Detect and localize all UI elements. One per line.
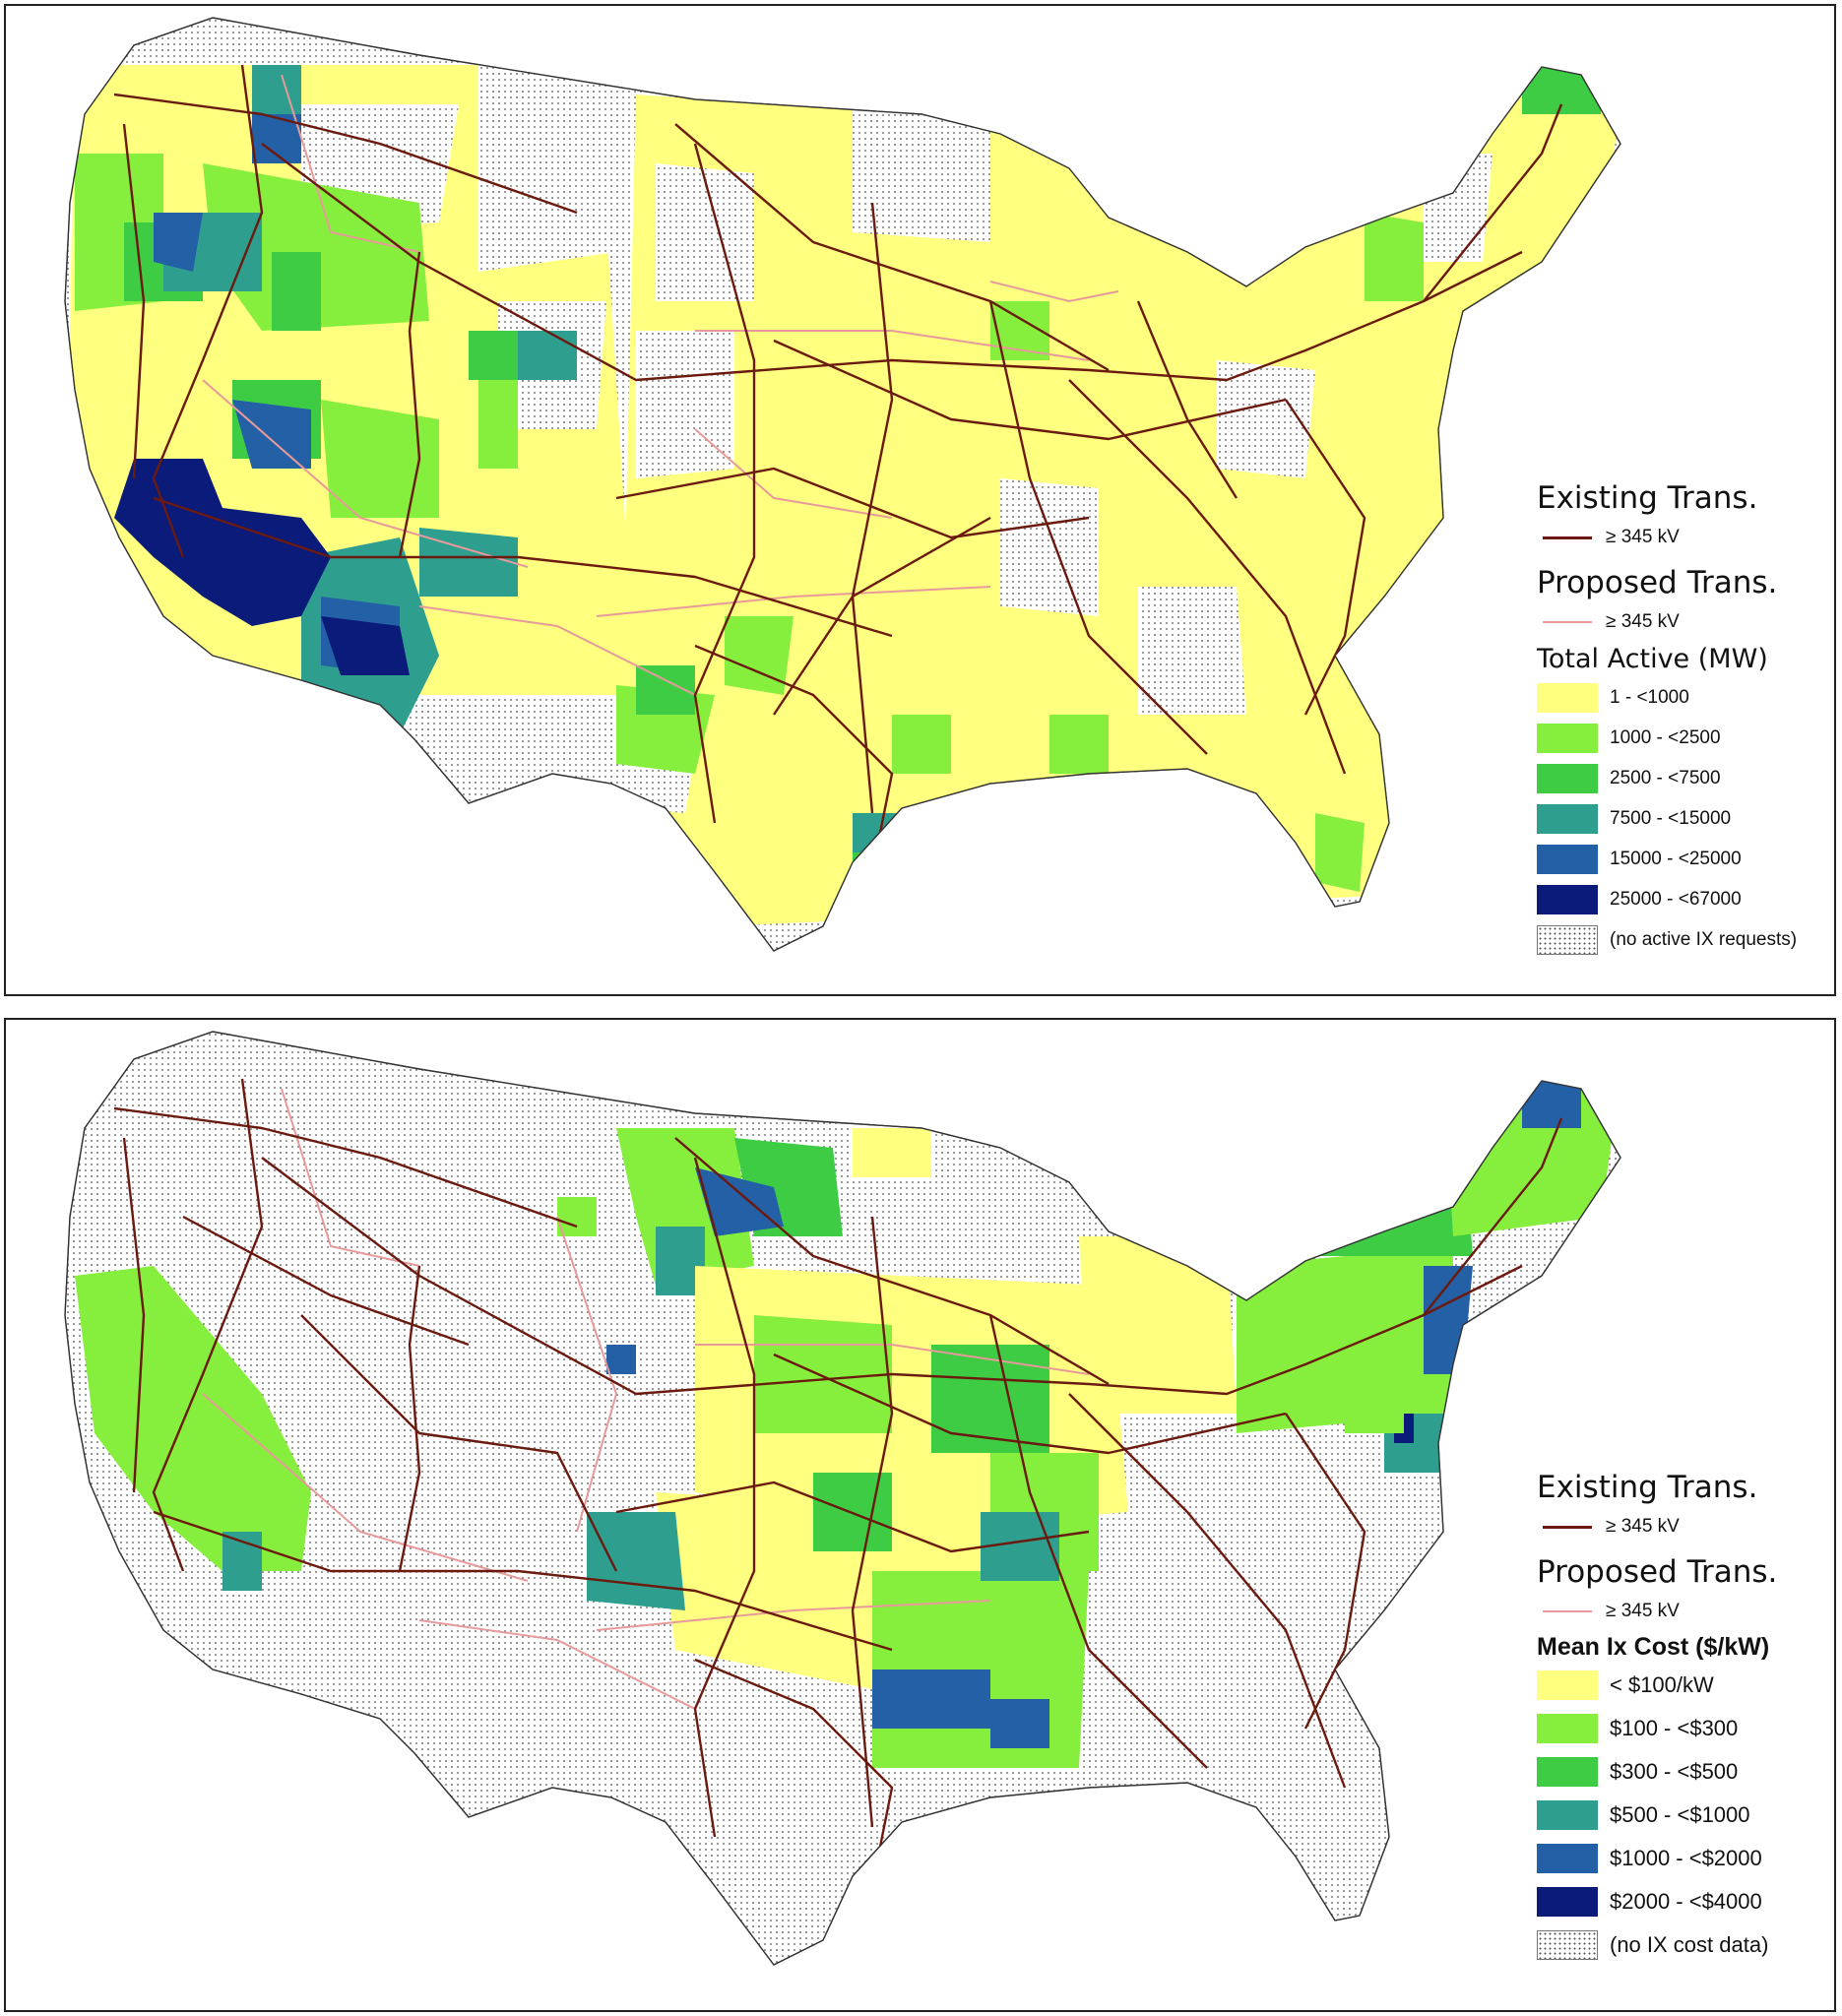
legend-swatch (1537, 1886, 1598, 1917)
proposed-trans-entry: ≥ 345 kV (1537, 1598, 1832, 1625)
existing-trans-label: ≥ 345 kV (1606, 527, 1680, 547)
legend-label: $1000 - <$2000 (1610, 1845, 1762, 1870)
legend-no-data: (no IX cost data) (1537, 1929, 1832, 1960)
legend-label: < $100/kW (1610, 1671, 1714, 1697)
legend-label: 2500 - <7500 (1610, 767, 1721, 788)
legend-swatch-dotted (1537, 1929, 1598, 1960)
legend-class-3: $300 - <$500 (1537, 1756, 1832, 1787)
proposed-trans-title: Proposed Trans. (1537, 1554, 1778, 1590)
legend-no-data: (no active IX requests) (1537, 924, 1832, 955)
proposed-transmission-lines (202, 74, 1119, 696)
existing-line-swatch (1543, 536, 1592, 539)
existing-trans-label: ≥ 345 kV (1606, 1516, 1680, 1537)
legend-label: $500 - <$1000 (1610, 1801, 1750, 1827)
proposed-trans-label: ≥ 345 kV (1606, 611, 1680, 632)
county-fills (65, 65, 1620, 931)
existing-transmission-lines (113, 1078, 1563, 1887)
existing-trans-title: Existing Trans. (1537, 1470, 1758, 1505)
legend-swatch (1537, 723, 1598, 753)
proposed-trans-entry: ≥ 345 kV (1537, 608, 1832, 636)
legend-label: $300 - <$500 (1610, 1758, 1739, 1784)
legend-class-1: 1 - <1000 (1537, 682, 1832, 713)
existing-trans-entry: ≥ 345 kV (1537, 1513, 1832, 1541)
existing-trans-entry: ≥ 345 kV (1537, 524, 1832, 551)
mean-ix-cost-legend: Existing Trans. ≥ 345 kV Proposed Trans.… (1537, 1470, 1832, 1970)
mean-ix-cost-title: Mean Ix Cost ($/kW) (1537, 1633, 1770, 1661)
legend-swatch (1537, 1843, 1598, 1873)
legend-label: $2000 - <$4000 (1610, 1888, 1762, 1914)
proposed-trans-label: ≥ 345 kV (1606, 1601, 1680, 1621)
legend-swatch (1537, 803, 1598, 834)
total-active-map-panel: Existing Trans. ≥ 345 kV Proposed Trans.… (4, 4, 1836, 996)
legend-label: 7500 - <15000 (1610, 807, 1732, 829)
total-active-title: Total Active (MW) (1537, 644, 1768, 674)
existing-transmission-lines (113, 64, 1563, 873)
total-active-legend: Existing Trans. ≥ 345 kV Proposed Trans.… (1537, 480, 1832, 965)
proposed-transmission-lines (202, 1088, 1090, 1710)
legend-label: 1 - <1000 (1610, 686, 1689, 708)
legend-swatch (1537, 682, 1598, 713)
legend-class-3: 2500 - <7500 (1537, 763, 1832, 793)
proposed-line-swatch (1543, 621, 1592, 623)
mean-ix-cost-map (64, 1031, 1621, 1966)
legend-class-2: $100 - <$300 (1537, 1713, 1832, 1743)
mean-ix-cost-map-panel: Existing Trans. ≥ 345 kV Proposed Trans.… (4, 1018, 1836, 2012)
legend-class-6: 25000 - <67000 (1537, 884, 1832, 914)
legend-class-2: 1000 - <2500 (1537, 723, 1832, 753)
legend-class-4: $500 - <$1000 (1537, 1799, 1832, 1830)
proposed-trans-title: Proposed Trans. (1537, 565, 1778, 600)
legend-swatch (1537, 1670, 1598, 1700)
legend-label: 15000 - <25000 (1610, 848, 1742, 869)
existing-trans-title: Existing Trans. (1537, 480, 1758, 516)
legend-class-5: 15000 - <25000 (1537, 844, 1832, 874)
legend-swatch (1537, 1799, 1598, 1830)
legend-swatch (1537, 1713, 1598, 1743)
legend-swatch (1537, 844, 1598, 874)
legend-swatch-dotted (1537, 924, 1598, 955)
existing-line-swatch (1543, 1525, 1592, 1529)
legend-label: 1000 - <2500 (1610, 726, 1721, 748)
legend-swatch (1537, 763, 1598, 793)
legend-label: 25000 - <67000 (1610, 888, 1742, 910)
legend-class-1: < $100/kW (1537, 1670, 1832, 1700)
legend-swatch (1537, 1756, 1598, 1787)
legend-label: $100 - <$300 (1610, 1715, 1739, 1740)
legend-label: (no active IX requests) (1610, 928, 1798, 950)
legend-class-6: $2000 - <$4000 (1537, 1886, 1832, 1917)
legend-label: (no IX cost data) (1610, 1931, 1769, 1957)
legend-swatch (1537, 884, 1598, 914)
legend-class-5: $1000 - <$2000 (1537, 1843, 1832, 1873)
total-active-map (64, 17, 1621, 952)
legend-class-4: 7500 - <15000 (1537, 803, 1832, 834)
proposed-line-swatch (1543, 1610, 1592, 1612)
